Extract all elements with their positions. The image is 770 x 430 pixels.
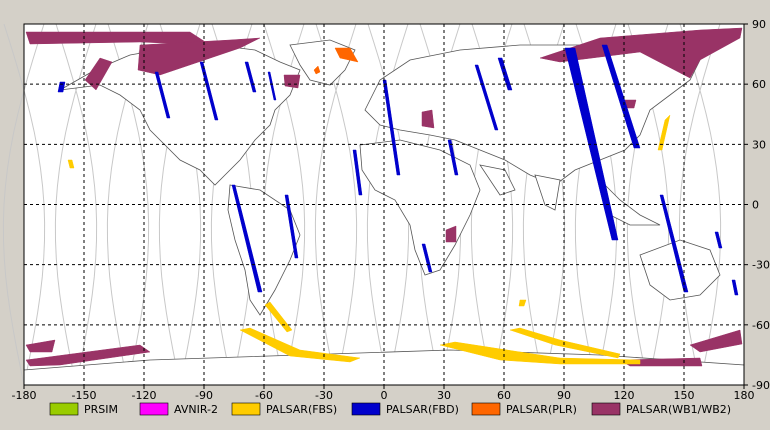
x-tick-label: 30 bbox=[437, 389, 451, 402]
coverage-swath bbox=[447, 139, 459, 176]
x-tick-label: -150 bbox=[72, 389, 97, 402]
y-tick-label: -30 bbox=[752, 259, 770, 272]
legend-label: PRSIM bbox=[84, 403, 118, 416]
legend-label: PALSAR(WB1/WB2) bbox=[626, 403, 731, 416]
legend-swatch bbox=[351, 402, 381, 416]
legend-swatch bbox=[471, 402, 501, 416]
coverage-swath bbox=[518, 299, 527, 307]
legend: PRSIM AVNIR-2 PALSAR(FBS) PALSAR(FBD) PALSAR… bbox=[49, 402, 731, 416]
coverage-swath bbox=[137, 37, 261, 76]
coverage-swaths bbox=[25, 27, 743, 367]
coverage-swath bbox=[731, 279, 739, 296]
y-axis-ticks: 90 60 30 0 -30 -60 -90 bbox=[744, 18, 770, 392]
x-tick-label: 150 bbox=[674, 389, 695, 402]
x-tick-label: -120 bbox=[132, 389, 157, 402]
coverage-swath bbox=[439, 341, 641, 365]
y-tick-label: -60 bbox=[752, 319, 770, 332]
y-tick-label: 90 bbox=[752, 18, 766, 31]
coverage-swath bbox=[689, 329, 743, 353]
legend-swatch bbox=[49, 402, 79, 416]
coverage-swath bbox=[239, 327, 361, 363]
coverage-swath bbox=[601, 44, 641, 149]
x-tick-label: 60 bbox=[497, 389, 511, 402]
x-tick-label: 90 bbox=[557, 389, 571, 402]
x-tick-label: -90 bbox=[195, 389, 213, 402]
coverage-swath bbox=[154, 71, 171, 119]
coverage-swath bbox=[352, 149, 363, 196]
x-tick-label: -60 bbox=[255, 389, 273, 402]
y-tick-label: 0 bbox=[752, 199, 759, 212]
coverage-swath bbox=[25, 339, 56, 353]
coverage-swath bbox=[421, 243, 433, 273]
x-tick-label: 180 bbox=[734, 389, 755, 402]
legend-label: PALSAR(FBD) bbox=[386, 403, 459, 416]
coverage-swath bbox=[264, 301, 293, 333]
coverage-swath bbox=[421, 109, 435, 129]
legend-label: PALSAR(PLR) bbox=[506, 403, 577, 416]
coverage-swath bbox=[657, 114, 671, 151]
coverage-swath bbox=[84, 57, 113, 91]
legend-swatch bbox=[591, 402, 621, 416]
x-tick-label: 120 bbox=[614, 389, 635, 402]
coverage-swath bbox=[313, 65, 321, 75]
y-tick-label: -90 bbox=[752, 379, 770, 392]
coverage-swath bbox=[267, 71, 277, 101]
coverage-swath bbox=[714, 231, 723, 249]
x-axis-ticks: -180 -150 -120 -90 -60 -30 0 30 60 90 120 150 180 bbox=[12, 385, 755, 402]
legend-label: AVNIR-2 bbox=[174, 403, 218, 416]
coverage-swath bbox=[659, 194, 689, 293]
coverage-swath bbox=[231, 184, 263, 293]
legend-swatch bbox=[231, 402, 261, 416]
legend-label: PALSAR(FBS) bbox=[266, 403, 337, 416]
coverage-swath bbox=[509, 327, 621, 359]
legend-swatch bbox=[139, 402, 169, 416]
coverage-swath bbox=[25, 344, 151, 367]
x-tick-label: -180 bbox=[12, 389, 37, 402]
coverage-swath bbox=[67, 159, 75, 169]
coverage-swath bbox=[445, 225, 457, 243]
coverage-swath bbox=[283, 74, 301, 89]
coverage-swath bbox=[382, 79, 401, 176]
coverage-swath bbox=[199, 61, 219, 121]
x-tick-label: 0 bbox=[381, 389, 388, 402]
y-tick-label: 30 bbox=[752, 138, 766, 151]
coverage-swath bbox=[497, 57, 513, 91]
coverage-swath bbox=[284, 194, 299, 259]
graticule bbox=[24, 24, 744, 385]
coverage-swath bbox=[564, 47, 619, 241]
x-tick-label: -30 bbox=[315, 389, 333, 402]
y-tick-label: 60 bbox=[752, 78, 766, 91]
coverage-swath bbox=[57, 81, 66, 93]
coverage-swath bbox=[539, 27, 743, 79]
coverage-swath bbox=[334, 47, 359, 63]
coverage-swath bbox=[474, 64, 499, 131]
